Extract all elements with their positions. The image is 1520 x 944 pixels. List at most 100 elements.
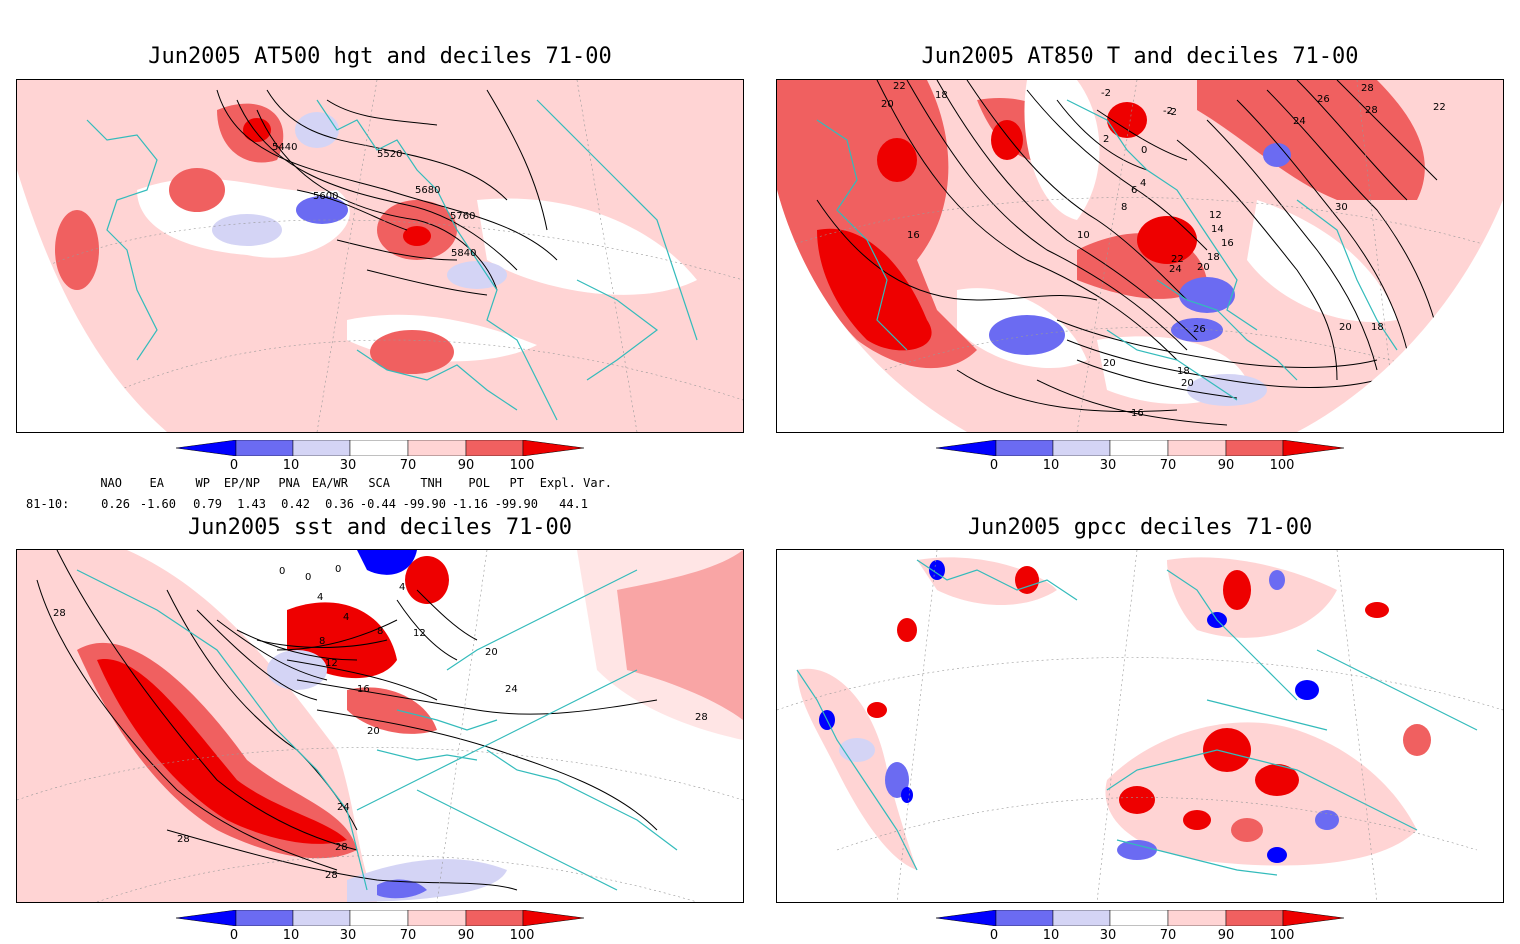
- coastlines: [86, 99, 698, 421]
- colorbar-tick: 30: [1099, 458, 1117, 473]
- height-contours: [216, 89, 558, 296]
- sst-contours: [36, 550, 658, 891]
- low-decile-region: [447, 261, 507, 289]
- contour-label: 0: [335, 564, 341, 575]
- contour-label: 18: [935, 90, 948, 101]
- contour-label: 4: [343, 612, 349, 623]
- contour-label: 0: [279, 566, 285, 577]
- contour-label: 30: [1335, 202, 1348, 213]
- contour-label: 18: [1207, 252, 1220, 263]
- low-decile-region: [295, 112, 339, 148]
- colorbar-tick: 10: [1042, 928, 1060, 943]
- low-decile-region: [377, 879, 427, 899]
- neutral-region: [1247, 200, 1397, 322]
- teleconnection-values: 81-10: 0.26 -1.60 0.79 1.43 0.42 0.36 -0.44 -99.…: [26, 497, 588, 511]
- contour-label: 10: [1077, 230, 1090, 241]
- contour-label: 12: [325, 658, 338, 669]
- contour-label: 5600: [313, 191, 338, 202]
- tele-header: NAO: [100, 476, 122, 490]
- tele-value: 0.79: [193, 497, 222, 511]
- colorbar-tick: 30: [339, 458, 357, 473]
- low-decile-region: [212, 214, 282, 246]
- contour-label: 18: [1177, 366, 1190, 377]
- tele-value: 0.26: [101, 497, 130, 511]
- contour-label: 16: [907, 230, 920, 241]
- colorbar-tick: 90: [457, 928, 475, 943]
- tele-header: EA/WR: [311, 476, 348, 490]
- colorbar-tick: 10: [1042, 458, 1060, 473]
- contour-label: 22: [1433, 102, 1446, 113]
- neutral-region: [477, 198, 697, 295]
- low-decile-region: [296, 196, 348, 224]
- contour-label: -2: [1163, 106, 1173, 117]
- panel-title: Jun2005 AT850 T and deciles 71-00: [921, 44, 1359, 69]
- contour-label: 2: [1103, 134, 1109, 145]
- graticule: [17, 550, 743, 902]
- high-decile-region: [577, 550, 743, 740]
- high-decile-region: [370, 330, 454, 374]
- graticule: [777, 550, 1503, 902]
- colorbar-tick: 30: [339, 928, 357, 943]
- very-high-decile-region: [1137, 216, 1197, 264]
- contour-label: 12: [1209, 210, 1222, 221]
- contour-label: 20: [1181, 378, 1194, 389]
- high-decile-region: [55, 210, 99, 290]
- tele-value: 44.1: [559, 497, 588, 511]
- tele-row-label: 81-10:: [26, 497, 70, 511]
- map-panel-sst: 28 0 0 0 4 4 4 8 8 12 12 16 20 20 24 24 …: [16, 549, 744, 903]
- colorbar: 0 10 30 70 90 100: [176, 910, 596, 944]
- tele-header: PNA: [278, 476, 300, 490]
- contour-label: 24: [1293, 116, 1306, 127]
- tele-header: SCA: [368, 476, 390, 490]
- contour-label: 26: [1193, 324, 1206, 335]
- contour-label: 28: [177, 834, 190, 845]
- tele-value: -99.90: [494, 497, 538, 511]
- map-panel-gpcc: [776, 549, 1504, 903]
- tele-header: EP/NP: [223, 476, 260, 490]
- temperature-contours: [816, 80, 1438, 426]
- contour-label: 20: [1197, 262, 1210, 273]
- colorbar-tick: 70: [399, 458, 417, 473]
- contour-label: 28: [335, 842, 348, 853]
- contour-label: 6: [1131, 185, 1137, 196]
- contour-labels: 28 0 0 0 4 4 4 8 8 12 12 16 20 20 24 24 …: [53, 564, 708, 881]
- graticule: [17, 80, 743, 432]
- contour-label: 0: [1141, 145, 1147, 156]
- tele-header: PT: [509, 476, 524, 490]
- coastlines: [76, 569, 678, 891]
- very-high-decile-region: [1107, 102, 1147, 138]
- high-decile-region: [777, 80, 977, 369]
- contour-label: 18: [1371, 322, 1384, 333]
- contour-label: 5680: [415, 185, 440, 196]
- contour-label: 28: [53, 608, 66, 619]
- contour-label: 28: [695, 712, 708, 723]
- tele-header: TNH: [420, 476, 442, 490]
- contour-label: 8: [377, 626, 383, 637]
- contour-label: 16: [1221, 238, 1234, 249]
- very-high-decile-region: [97, 659, 347, 844]
- colorbar: 0 10 30 70 90 100: [936, 440, 1356, 474]
- colorbar-tick: 0: [989, 928, 999, 943]
- coastlines: [816, 99, 1398, 401]
- contour-label: 5520: [377, 149, 402, 160]
- low-decile-region: [1179, 277, 1235, 313]
- colorbar-tick: 0: [229, 458, 239, 473]
- colorbar-tick: 30: [1099, 928, 1117, 943]
- tele-value: -0.44: [359, 497, 396, 511]
- colorbar: 0 10 30 70 90 100: [936, 910, 1356, 944]
- very-high-decile-region: [405, 556, 449, 604]
- contour-label: 20: [881, 99, 894, 110]
- contour-label: 16: [357, 684, 370, 695]
- colorbar-tick: 70: [1159, 458, 1177, 473]
- panel-title: Jun2005 gpcc deciles 71-00: [967, 515, 1313, 540]
- low-decile-region: [1171, 318, 1223, 342]
- contour-label: 8: [319, 636, 325, 647]
- tele-header: EA: [149, 476, 164, 490]
- colorbar-tick: 70: [1159, 928, 1177, 943]
- contour-label: 5840: [451, 248, 476, 259]
- contour-label: 28: [1361, 83, 1374, 94]
- neutral-region: [1024, 80, 1100, 220]
- coastlines: [796, 559, 1478, 876]
- contour-label: 4: [1140, 178, 1146, 189]
- high-decile-region: [347, 687, 437, 734]
